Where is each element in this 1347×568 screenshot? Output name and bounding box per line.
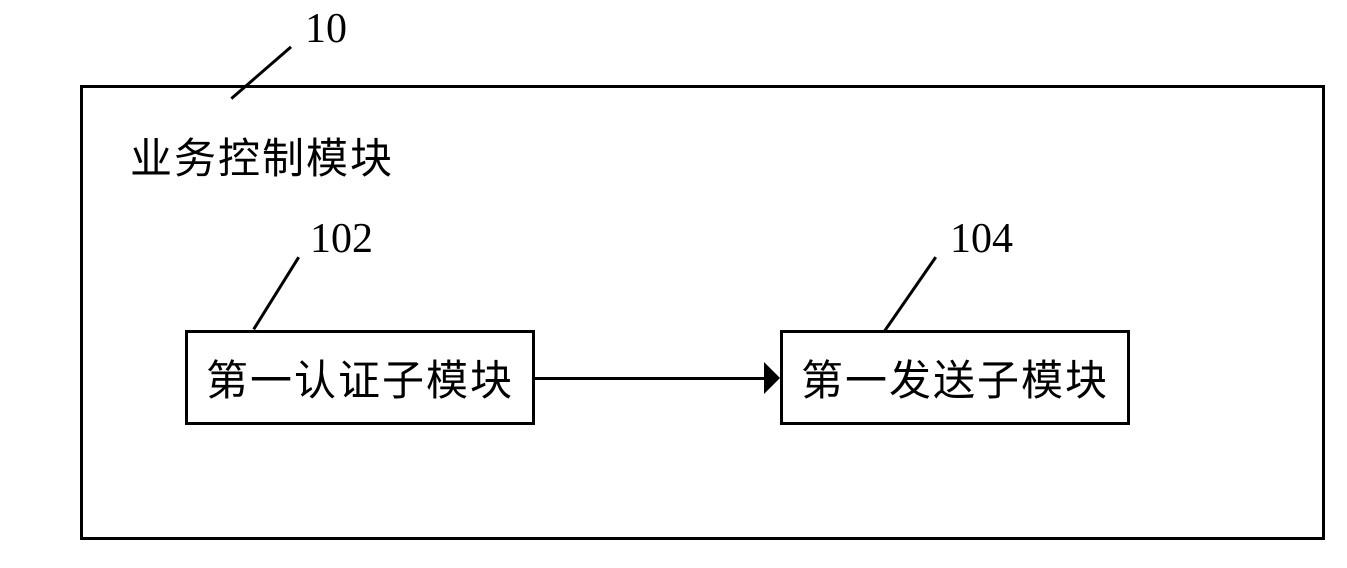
auth-submodule-number: 102 bbox=[310, 215, 373, 263]
diagram-canvas: 业务控制模块 10 第一认证子模块 102 第一发送子模块 104 bbox=[0, 0, 1347, 568]
auth-submodule-box: 第一认证子模块 bbox=[185, 330, 535, 425]
outer-module-number: 10 bbox=[305, 5, 347, 53]
outer-module-title: 业务控制模块 bbox=[130, 125, 394, 186]
arrow-shaft bbox=[535, 377, 764, 380]
send-submodule-label: 第一发送子模块 bbox=[801, 347, 1109, 408]
arrow-head-icon bbox=[764, 362, 780, 394]
send-submodule-box: 第一发送子模块 bbox=[780, 330, 1130, 425]
send-submodule-number: 104 bbox=[950, 215, 1013, 263]
auth-submodule-label: 第一认证子模块 bbox=[206, 347, 514, 408]
